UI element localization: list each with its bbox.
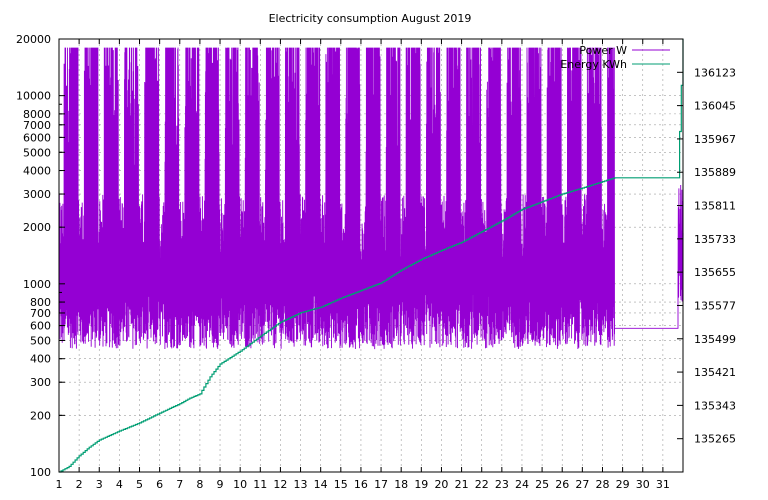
y-tick-label-left: 5000 — [23, 146, 51, 159]
energy-kwh-line — [59, 39, 684, 473]
x-tick-label: 3 — [96, 478, 103, 491]
y-tick-label-left: 3000 — [23, 188, 51, 201]
legend-label-power: Power W — [579, 44, 627, 57]
y-tick-label-left: 2000 — [23, 221, 51, 234]
x-tick-label: 1 — [56, 478, 63, 491]
x-tick-label: 30 — [636, 478, 650, 491]
x-tick-label: 21 — [455, 478, 469, 491]
y-tick-label-right: 135343 — [694, 399, 736, 412]
legend-label-energy: Energy KWh — [560, 58, 627, 71]
x-tick-label: 19 — [414, 478, 428, 491]
x-tick-label: 5 — [136, 478, 143, 491]
y-tick-label-left: 6000 — [23, 131, 51, 144]
y-tick-label-left: 4000 — [23, 165, 51, 178]
x-tick-label: 6 — [156, 478, 163, 491]
y-tick-label-left: 600 — [30, 320, 51, 333]
x-tick-label: 10 — [233, 478, 247, 491]
y-tick-label-right: 136123 — [694, 66, 736, 79]
y-tick-label-left: 100 — [30, 466, 51, 479]
y-tick-label-left: 400 — [30, 353, 51, 366]
y-tick-label-right: 135967 — [694, 133, 736, 146]
plot-frame — [58, 38, 684, 473]
x-tick-label: 20 — [434, 478, 448, 491]
y-tick-label-left: 500 — [30, 334, 51, 347]
y-tick-label-right: 136045 — [694, 100, 736, 113]
x-tick-label: 4 — [116, 478, 123, 491]
y-tick-label-right: 135655 — [694, 266, 736, 279]
y-tick-label-left: 200 — [30, 409, 51, 422]
y-tick-label-left: 10000 — [16, 90, 51, 103]
x-tick-label: 22 — [475, 478, 489, 491]
x-tick-label: 15 — [334, 478, 348, 491]
x-tick-label: 16 — [354, 478, 368, 491]
y-tick-label-left: 1000 — [23, 278, 51, 291]
chart-title: Electricity consumption August 2019 — [269, 12, 472, 25]
x-tick-label: 25 — [535, 478, 549, 491]
x-tick-label: 29 — [616, 478, 630, 491]
y-tick-label-right: 135577 — [694, 299, 736, 312]
x-tick-label: 9 — [217, 478, 224, 491]
x-tick-label: 7 — [176, 478, 183, 491]
y-tick-label-left: 8000 — [23, 108, 51, 121]
x-tick-label: 26 — [555, 478, 569, 491]
power-w-line — [58, 47, 684, 350]
y-tick-label-right: 135499 — [694, 333, 736, 346]
x-tick-label: 17 — [374, 478, 388, 491]
y-tick-label-left: 300 — [30, 376, 51, 389]
y-tick-label-left: 7000 — [23, 119, 51, 132]
x-tick-label: 28 — [595, 478, 609, 491]
x-tick-label: 24 — [515, 478, 529, 491]
x-tick-label: 18 — [394, 478, 408, 491]
y-tick-label-left: 800 — [30, 296, 51, 309]
x-tick-label: 13 — [294, 478, 308, 491]
y-tick-label-right: 135733 — [694, 233, 736, 246]
x-tick-label: 11 — [253, 478, 267, 491]
y-tick-label-left: 20000 — [16, 33, 51, 46]
legend: Power W Energy KWh — [560, 44, 670, 71]
y-tick-label-left: 700 — [30, 307, 51, 320]
power-series — [58, 47, 684, 350]
axis-ticks: 1 2 3 4 5 6 7 8 9 10 11 12 13 14 15 16 17 18 19 20 21 22 23 24 2… — [16, 33, 736, 491]
x-tick-label: 2 — [76, 478, 83, 491]
y-tick-label-right: 135811 — [694, 200, 736, 213]
x-tick-label: 14 — [314, 478, 328, 491]
x-tick-label: 23 — [495, 478, 509, 491]
x-tick-label: 12 — [273, 478, 287, 491]
y-tick-label-right: 135889 — [694, 166, 736, 179]
x-tick-label: 27 — [575, 478, 589, 491]
y-tick-label-right: 135421 — [694, 366, 736, 379]
x-tick-label: 31 — [656, 478, 670, 491]
x-tick-label: 8 — [196, 478, 203, 491]
y-tick-label-right: 135265 — [694, 433, 736, 446]
energy-series — [59, 39, 684, 473]
